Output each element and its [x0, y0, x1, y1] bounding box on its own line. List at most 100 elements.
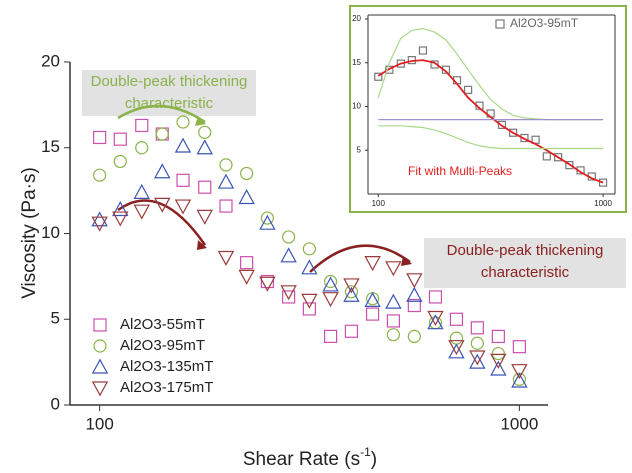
marker	[154, 163, 171, 179]
marker	[511, 372, 528, 388]
marker	[322, 292, 339, 308]
marker	[91, 211, 108, 227]
y-tick-label: 10	[352, 102, 361, 111]
marker	[219, 199, 233, 213]
x-axis-label-part: Shear Rate (s	[243, 449, 360, 470]
x-tick-label: 1000	[500, 414, 538, 433]
marker	[343, 286, 360, 302]
legend-label: Al2O3-95mT	[120, 337, 205, 354]
marker	[198, 180, 212, 194]
marker	[495, 19, 505, 29]
arrow-head	[195, 116, 206, 126]
x-axis-label: Shear Rate (s-1)	[243, 445, 377, 470]
marker	[344, 324, 359, 338]
marker	[217, 250, 235, 266]
marker	[407, 298, 421, 313]
y-axis-label: Viscosity (Pa·s)	[19, 167, 40, 299]
annotation: characteristic	[125, 95, 214, 112]
fit-line	[377, 59, 604, 184]
marker	[176, 173, 190, 187]
marker	[406, 286, 423, 302]
y-tick-label: 15	[352, 58, 361, 67]
marker	[133, 204, 150, 220]
legend-label: Al2O3-95mT	[510, 16, 579, 30]
inset-frame	[349, 5, 627, 213]
marker	[428, 290, 443, 304]
marker	[112, 211, 129, 227]
marker	[174, 137, 192, 153]
marker	[322, 276, 339, 292]
marker	[385, 293, 402, 309]
marker	[464, 85, 473, 94]
x-axis-label-part: -1	[360, 445, 371, 459]
fit-label: Fit with Multi-Peaks	[408, 164, 512, 178]
marker	[542, 152, 551, 161]
fit-line	[378, 125, 604, 150]
marker	[491, 346, 505, 361]
marker	[469, 350, 486, 366]
marker	[323, 329, 338, 343]
marker	[448, 340, 465, 356]
marker	[217, 173, 235, 189]
marker	[238, 269, 255, 285]
marker	[133, 183, 150, 199]
marker	[282, 230, 296, 244]
marker	[112, 201, 129, 217]
marker	[91, 216, 108, 232]
legend-label: Al2O3-175mT	[120, 379, 213, 396]
marker	[386, 314, 400, 328]
marker	[490, 360, 507, 376]
marker	[259, 214, 276, 230]
y-tick-label: 15	[41, 137, 60, 156]
marker	[497, 120, 507, 129]
marker	[240, 166, 254, 181]
x-tick-label: 100	[85, 414, 113, 433]
marker	[427, 314, 444, 330]
marker	[386, 328, 400, 342]
marker	[491, 329, 505, 343]
arrow-head	[401, 256, 412, 266]
marker	[260, 274, 274, 289]
marker	[418, 46, 428, 55]
marker	[135, 118, 149, 133]
marker	[323, 274, 338, 289]
marker	[301, 293, 318, 309]
marker	[113, 132, 127, 146]
y-tick-label: 10	[41, 223, 60, 242]
arrow-head	[197, 240, 207, 250]
marker	[448, 343, 465, 359]
marker	[260, 211, 274, 225]
marker	[174, 199, 192, 215]
y-tick-label: 20	[41, 51, 60, 70]
marker	[93, 318, 107, 332]
marker	[490, 353, 507, 369]
marker	[470, 321, 484, 335]
marker	[469, 353, 486, 369]
marker	[598, 178, 608, 187]
legend-label: Al2O3-135mT	[120, 358, 213, 375]
marker	[93, 168, 107, 182]
marker	[512, 340, 526, 354]
x-tick-label: 1000	[594, 199, 612, 208]
marker	[240, 256, 254, 270]
marker	[509, 128, 518, 137]
marker	[176, 115, 190, 129]
marker	[154, 197, 171, 213]
marker	[385, 65, 394, 74]
marker	[91, 381, 109, 397]
arrow	[117, 104, 206, 124]
marker	[302, 242, 316, 256]
y-tick-label: 20	[352, 14, 361, 23]
y-tick-label: 0	[51, 394, 60, 413]
marker	[364, 291, 381, 307]
marker	[155, 127, 169, 141]
marker	[427, 310, 444, 326]
marker	[406, 273, 423, 289]
arrow	[117, 199, 207, 246]
y-tick-label: 5	[51, 309, 60, 328]
arrow	[309, 244, 411, 273]
annotation-box	[424, 238, 626, 288]
marker	[238, 189, 255, 205]
x-tick-label: 100	[372, 199, 386, 208]
marker	[343, 278, 360, 294]
